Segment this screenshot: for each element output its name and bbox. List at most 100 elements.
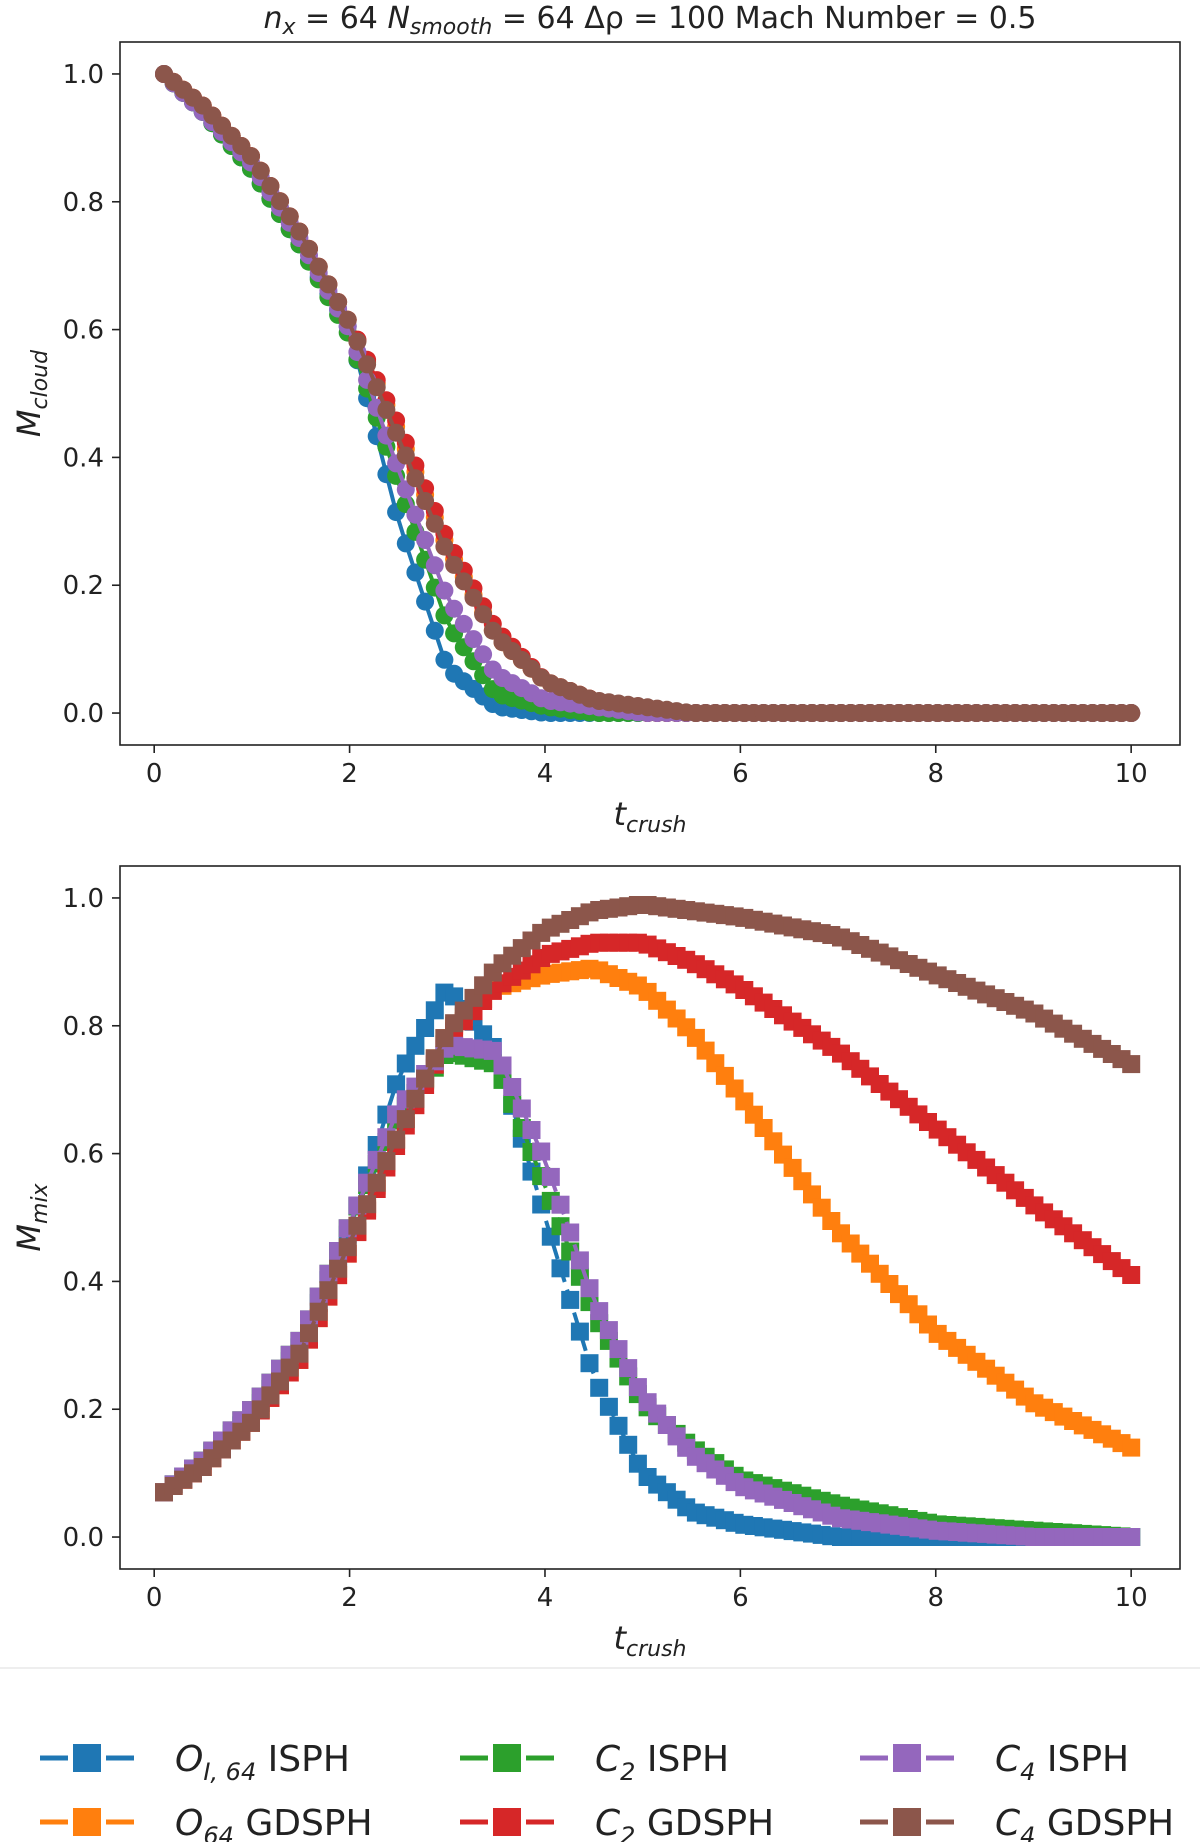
data-point (580, 1279, 599, 1298)
data-point (309, 257, 328, 276)
legend-marker (893, 1744, 921, 1772)
y-tick-label: 0.6 (63, 1140, 104, 1170)
data-point (590, 1302, 609, 1321)
cloud-mass-panel: 0 2 4 6 8 10 0.0 0.2 0.4 0.6 0.8 1.0 tcrush Mcloud (10, 41, 1181, 838)
data-point (474, 605, 493, 624)
data-point (261, 177, 280, 195)
data-point (290, 222, 309, 241)
data-point (416, 592, 435, 611)
legend-label: O64 GDSPH (175, 1803, 373, 1842)
data-point (551, 1195, 570, 1214)
data-point (338, 310, 357, 329)
x-tick-label: 6 (732, 1583, 749, 1613)
legend-label: C4 GDSPH (995, 1803, 1174, 1842)
x-tick-label: 8 (927, 1583, 944, 1613)
data-point (522, 1121, 541, 1139)
data-point (619, 1359, 638, 1378)
mixed-mass-panel: 0 2 4 6 8 10 0.0 0.2 0.4 0.6 0.8 1.0 tcrush Mmix (10, 865, 1181, 1662)
data-point (454, 572, 473, 591)
data-point (435, 650, 454, 669)
data-point (377, 400, 396, 419)
data-point (338, 1238, 357, 1257)
data-point (300, 239, 318, 258)
data-point (570, 1251, 589, 1270)
data-point (406, 1089, 425, 1108)
series-c4_gdsph (155, 896, 1141, 1502)
data-point (406, 505, 425, 524)
x-tick-label: 4 (537, 1583, 554, 1613)
y-axis-label: Mcloud (10, 349, 53, 437)
data-point (541, 1167, 560, 1186)
data-point (300, 1324, 318, 1343)
data-point (628, 1378, 647, 1397)
series-c4_isph (155, 65, 1141, 722)
series-line-o64_gdsph (162, 72, 1132, 715)
series-line-c2_isph (162, 1051, 1132, 1539)
data-point (551, 1259, 570, 1278)
legend-item-c2_isph: C2 ISPH (460, 1739, 729, 1786)
y-axis-label: Mmix (10, 1182, 53, 1251)
data-point (309, 1302, 328, 1321)
legend-marker (73, 1744, 101, 1772)
data-point (609, 1416, 628, 1435)
legend-item-c4_isph: C4 ISPH (860, 1739, 1129, 1786)
data-point (329, 1259, 348, 1278)
series-line-c4_isph (162, 72, 1132, 715)
series-c4_gdsph (155, 65, 1141, 722)
data-point (280, 207, 299, 226)
data-point (425, 1001, 444, 1020)
data-point (261, 1386, 280, 1405)
data-point (464, 630, 483, 649)
data-point (377, 1152, 396, 1171)
x-axis-label: tcrush (613, 795, 686, 838)
data-point (435, 581, 454, 600)
legend-marker (493, 1744, 521, 1772)
legend-item-c2_gdsph: C2 GDSPH (460, 1803, 774, 1842)
data-point (425, 1049, 444, 1068)
data-point (445, 599, 464, 618)
data-point (416, 492, 435, 510)
series-line-o_i64_isph (162, 990, 1132, 1539)
data-point (387, 423, 406, 442)
data-point (367, 378, 386, 397)
data-point (503, 1078, 522, 1096)
data-point (425, 514, 444, 533)
data-point (570, 1322, 589, 1341)
x-tick-label: 10 (1115, 1583, 1148, 1613)
data-point (599, 1321, 618, 1340)
data-point (416, 1069, 435, 1088)
x-tick-label: 4 (537, 759, 554, 789)
data-point (590, 1378, 609, 1397)
data-point (358, 355, 377, 374)
data-point (619, 1435, 638, 1454)
y-tick-label: 0.8 (63, 188, 104, 218)
data-point (454, 614, 473, 633)
data-point (445, 555, 464, 574)
legend-label: C4 ISPH (995, 1739, 1129, 1786)
data-point (599, 1397, 618, 1416)
x-tick-label: 0 (146, 759, 163, 789)
data-point (435, 537, 454, 556)
series-line-o_i64_isph (162, 72, 1132, 715)
data-point (271, 1372, 289, 1391)
data-point (242, 147, 260, 166)
data-point (1122, 1528, 1141, 1546)
x-tick-label: 6 (732, 759, 749, 789)
series-line-c4_isph (162, 1043, 1132, 1539)
y-tick-label: 0.2 (63, 1395, 104, 1425)
data-point (561, 1290, 580, 1309)
data-point (396, 1110, 415, 1129)
series-c2_isph (155, 65, 1141, 722)
chart-title: nx = 64 Nsmooth = 64 Δρ = 100 Mach Numbe… (263, 1, 1036, 40)
data-point (435, 1029, 454, 1048)
data-point (609, 1340, 628, 1359)
series-o64_gdsph (155, 959, 1141, 1502)
x-tick-label: 2 (341, 1583, 358, 1613)
y-tick-label: 0.0 (63, 1523, 104, 1553)
data-point (425, 556, 444, 575)
legend-item-o_i64_isph: OI, 64 ISPH (40, 1739, 350, 1786)
data-point (493, 1056, 512, 1075)
data-point (1122, 1266, 1141, 1284)
plot-frame (119, 865, 1181, 1570)
y-tick-label: 0.4 (63, 1267, 104, 1297)
